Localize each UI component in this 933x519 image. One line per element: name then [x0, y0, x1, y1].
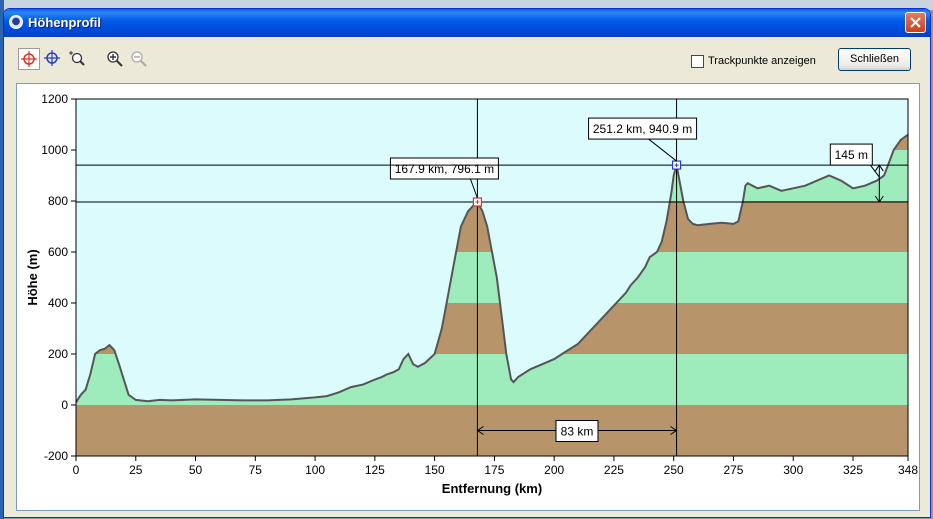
marker-label-box	[588, 117, 698, 140]
marker-label: 167.9 km, 796.1 m	[395, 162, 494, 176]
window-title: Höhenprofil	[28, 15, 101, 30]
x-tick-label: 275	[723, 463, 743, 477]
zoom-area-tool[interactable]	[66, 48, 88, 70]
x-tick-label: 175	[484, 463, 504, 477]
chart-panel: 1200 1000 800 600 400 200 0 -200 0 25 50 75 100 125 15…	[16, 83, 920, 511]
close-icon	[910, 17, 921, 28]
y-tick-label: 200	[48, 347, 68, 361]
crosshair-blue-icon	[44, 50, 60, 66]
x-tick-label: 150	[425, 463, 445, 477]
crosshair-red-icon	[21, 51, 37, 67]
x-tick-label: 100	[305, 463, 325, 477]
marker-cross	[475, 199, 480, 204]
x-tick-label: 125	[365, 463, 385, 477]
zoom-out-tool[interactable]	[128, 48, 150, 70]
distance-label-box	[555, 420, 599, 442]
y-tick-label: 0	[61, 398, 68, 412]
height-arrow-bottom	[874, 195, 884, 203]
trackpoints-label: Trackpunkte anzeigen	[708, 55, 816, 67]
x-tick-label: 300	[783, 463, 803, 477]
x-tick-label: 225	[604, 463, 624, 477]
x-tick-label: 325	[843, 463, 863, 477]
trackpoints-checkbox[interactable]	[691, 55, 704, 68]
zoom-in-icon	[107, 51, 123, 67]
x-tick-label: 75	[249, 463, 263, 477]
schliessen-button[interactable]: Schließen	[838, 48, 911, 71]
y-tick-label: -200	[44, 449, 68, 463]
toolbar: Trackpunkte anzeigen Schließen	[4, 37, 930, 83]
y-tick-label: 1000	[41, 143, 68, 157]
distance-arrow-right	[670, 426, 678, 435]
x-tick-label: 348	[898, 463, 918, 477]
y-tick-label: 1200	[41, 92, 68, 106]
marker-label-box	[389, 157, 499, 180]
marker-leader-line	[648, 138, 677, 162]
crosshair-blue-tool[interactable]	[42, 48, 64, 70]
zoom-area-icon	[69, 51, 85, 66]
distance-label: 83 km	[561, 425, 594, 439]
zoom-in-tool[interactable]	[104, 48, 126, 70]
window-bottom-edge	[4, 515, 930, 517]
y-tick-label: 400	[48, 296, 68, 310]
height-arrow-top	[874, 164, 884, 172]
crosshair-red-tool[interactable]	[18, 48, 40, 70]
x-tick-label: 250	[664, 463, 684, 477]
hoehenprofil-window: ● Höhenprofil	[3, 8, 931, 518]
distance-arrow-left	[476, 426, 484, 435]
marker-leader-line	[469, 178, 478, 199]
plot-frame	[75, 98, 909, 457]
x-tick-label: 0	[73, 463, 80, 477]
background-strip	[0, 0, 933, 10]
background-left-edge	[0, 0, 4, 519]
window-close-button[interactable]	[905, 12, 926, 33]
x-tick-label: 50	[189, 463, 203, 477]
x-axis-title: Entfernung (km)	[442, 481, 542, 496]
y-tick-label: 600	[48, 245, 68, 259]
elevation-profile-chart[interactable]: 1200 1000 800 600 400 200 0 -200 0 25 50 75 100 125 15…	[17, 84, 919, 510]
marker-cross	[674, 163, 679, 168]
globe-icon: ●	[9, 15, 23, 29]
y-axis-title: Höhe (m)	[25, 249, 40, 305]
profile-line	[75, 133, 909, 403]
x-tick-label: 200	[544, 463, 564, 477]
zoom-out-icon	[131, 51, 147, 67]
height-label: 145 m	[835, 148, 868, 162]
marker-label: 251.2 km, 940.9 m	[593, 122, 692, 136]
height-leader-line	[869, 164, 880, 178]
x-tick-label: 25	[129, 463, 143, 477]
y-tick-label: 800	[48, 194, 68, 208]
title-bar[interactable]: ● Höhenprofil	[4, 9, 930, 37]
height-label-box	[829, 143, 873, 166]
